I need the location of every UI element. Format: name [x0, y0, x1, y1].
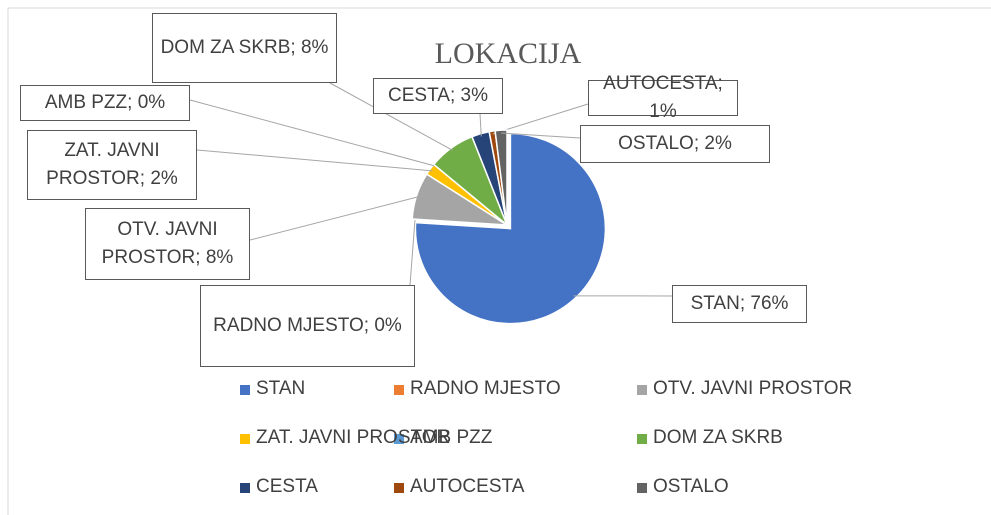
legend-label: AMB PZZ [410, 427, 493, 448]
data-label: STAN; 76% [672, 285, 807, 323]
data-label: OTV. JAVNI PROSTOR; 8% [85, 208, 250, 280]
legend-swatch [637, 434, 647, 444]
legend-swatch [637, 385, 647, 395]
data-label: DOM ZA SKRB; 8% [152, 13, 337, 83]
legend-swatch [240, 434, 250, 444]
legend-label: OSTALO [653, 476, 729, 497]
legend-swatch [394, 483, 404, 493]
legend-swatch [394, 434, 404, 444]
leader-line [492, 103, 589, 135]
leader-line [329, 82, 454, 151]
legend-label: ZAT. JAVNI PROSTOR [256, 427, 451, 448]
legend-swatch [394, 385, 404, 395]
leader-line [479, 113, 482, 137]
data-label: AMB PZZ; 0% [20, 85, 190, 121]
legend-label: CESTA [256, 476, 318, 497]
leader-line [189, 99, 437, 167]
pie-slice [414, 132, 607, 325]
chart-border [7, 7, 991, 515]
data-label: OSTALO; 2% [580, 125, 770, 163]
legend-label: AUTOCESTA [410, 476, 525, 497]
legend-label: OTV. JAVNI PROSTOR [653, 378, 853, 399]
leader-line [409, 219, 416, 286]
data-label: RADNO MJESTO; 0% [200, 285, 415, 367]
data-label: AUTOCESTA; 1% [588, 73, 738, 122]
data-label: ZAT. JAVNI PROSTOR; 2% [27, 130, 197, 200]
leader-line [196, 149, 433, 172]
leader-line [249, 196, 420, 241]
legend-swatch [240, 483, 250, 493]
legend-swatch [240, 385, 250, 395]
legend-label: DOM ZA SKRB [653, 427, 783, 448]
leader-line [501, 132, 581, 139]
legend-label: RADNO MJESTO [410, 378, 561, 399]
chart-title: LOKACIJA [435, 37, 582, 70]
legend-label: STAN [256, 378, 306, 399]
pie-slice [494, 129, 508, 226]
legend-swatch [637, 483, 647, 493]
data-label: CESTA; 3% [373, 78, 503, 114]
